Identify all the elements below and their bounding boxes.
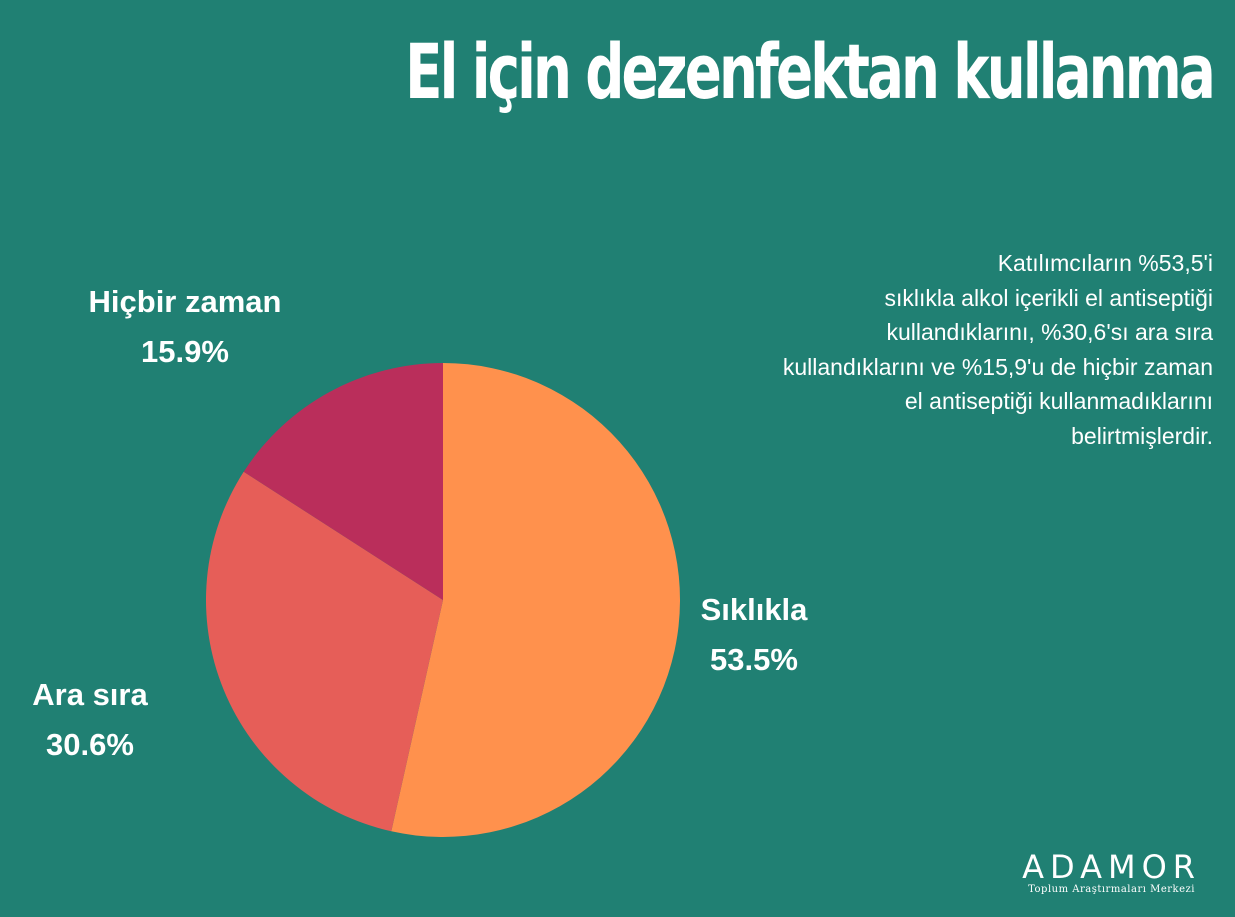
pie-slice-ara-sira bbox=[205, 471, 443, 832]
slice-value-label: 30.6% bbox=[46, 727, 134, 762]
slice-category-label: Hiçbir zaman bbox=[88, 284, 282, 319]
pie-slice-siklikla bbox=[391, 363, 681, 838]
slice-value-label: 53.5% bbox=[710, 642, 798, 677]
slice-label-ara-sira: Ara sıra 30.6% bbox=[20, 670, 160, 770]
chart-description: Katılımcıların %53,5'i sıklıkla alkol iç… bbox=[673, 246, 1213, 453]
adamor-logo: ADAMOR Toplum Araştırmaları Merkezi bbox=[1022, 850, 1201, 895]
slice-label-siklikla: Sıklıkla 53.5% bbox=[694, 585, 814, 685]
chart-title: El için dezenfektan kullanma bbox=[405, 27, 1216, 116]
slice-label-hicbir-zaman: Hiçbir zaman 15.9% bbox=[65, 277, 305, 377]
logo-subtitle: Toplum Araştırmaları Merkezi bbox=[1028, 884, 1195, 895]
description-line: kullandıklarını ve %15,9'u de hiçbir zam… bbox=[782, 353, 1213, 380]
description-line: kullandıklarını, %30,6'sı ara sıra bbox=[886, 319, 1213, 345]
slice-category-label: Sıklıkla bbox=[700, 592, 808, 627]
description-line: belirtmişlerdir. bbox=[1071, 422, 1213, 449]
slice-value-label: 15.9% bbox=[141, 334, 229, 369]
slice-category-label: Ara sıra bbox=[32, 677, 148, 712]
description-line: el antiseptiği kullanmadıklarını bbox=[904, 388, 1213, 414]
description-line: Katılımcıların %53,5'i bbox=[997, 250, 1213, 276]
logo-name: ADAMOR bbox=[1022, 848, 1201, 886]
pie-slice-hicbir-zaman bbox=[243, 363, 443, 600]
description-line: sıklıkla alkol içerikli el antiseptiği bbox=[884, 284, 1213, 311]
